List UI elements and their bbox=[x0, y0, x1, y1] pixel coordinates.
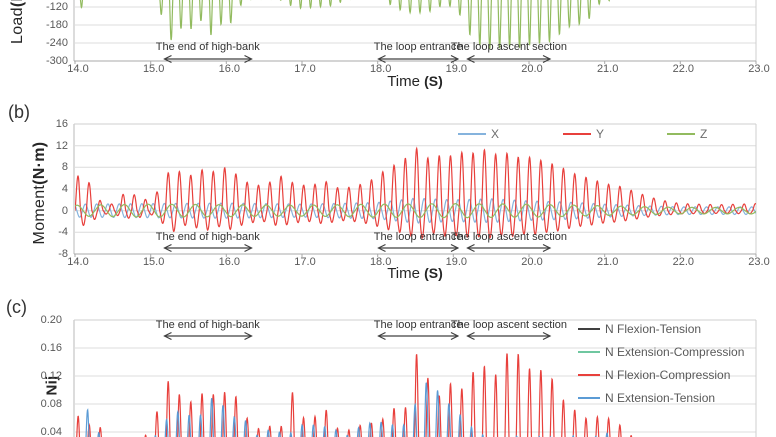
panel-a-x-tick-label: 22.0 bbox=[672, 63, 695, 75]
panel-b-x-tick-label: 14.0 bbox=[67, 256, 89, 268]
legend-label: Z bbox=[700, 127, 708, 141]
panel-b-x-tick-label: 23.0 bbox=[748, 256, 770, 268]
panel-c-y-tick-label: 0.04 bbox=[40, 426, 62, 437]
annotation-range-arrow bbox=[377, 54, 460, 64]
panel-b-x-axis-title: Time (S) bbox=[367, 265, 463, 282]
panel-c-y-tick-label: 0.12 bbox=[40, 370, 62, 382]
legend-label: N Extension-Tension bbox=[605, 391, 716, 405]
legend-label: N Extension-Compression bbox=[605, 345, 745, 359]
annotation-label: The loop ascent section bbox=[450, 231, 568, 243]
panel-a-x-tick-label: 18.0 bbox=[369, 63, 392, 75]
panel-a-y-tick-label: -120 bbox=[45, 1, 68, 13]
legend-swatch bbox=[578, 351, 600, 353]
legend-item-z: Z bbox=[667, 127, 707, 141]
panel-a-x-tick-label: 21.0 bbox=[596, 63, 619, 75]
annotation-range-arrow bbox=[466, 54, 552, 64]
panel-b-x-tick-label: 17.0 bbox=[294, 256, 316, 268]
legend-swatch bbox=[578, 374, 600, 376]
annotation-label: The loop entrance bbox=[373, 319, 463, 331]
legend-label: N Flexion-Tension bbox=[605, 322, 702, 336]
x-axis-title-text: Time bbox=[387, 265, 420, 282]
annotation-range-arrow bbox=[162, 243, 253, 253]
legend-swatch bbox=[578, 328, 600, 330]
panel-b-x-tick-label: 21.0 bbox=[596, 256, 619, 268]
annotation-range-arrow bbox=[162, 331, 253, 341]
panel-b-x-tick-label: 18.0 bbox=[369, 256, 392, 268]
legend-swatch bbox=[563, 133, 591, 135]
panel-b-x-tick-label: 15.0 bbox=[142, 256, 165, 268]
series-y-line bbox=[75, 146, 756, 240]
panel-a-x-tick-label: 16.0 bbox=[218, 63, 241, 75]
panel-b-y-tick-label: 0 bbox=[61, 204, 68, 217]
panel-b-x-tick-label: 20.0 bbox=[521, 256, 543, 268]
series-n-extension-tension-line bbox=[85, 382, 609, 437]
legend-item-x: X bbox=[458, 127, 499, 141]
panel-c-y-tick-label: 0.20 bbox=[40, 314, 62, 326]
panel-b-y-tick-label: 12 bbox=[55, 139, 68, 152]
panel-b-y-tick-label: 8 bbox=[61, 161, 68, 174]
legend-swatch bbox=[667, 133, 695, 135]
annotation-label: The end of high-bank bbox=[155, 231, 260, 243]
legend-item-n-extension-compression: N Extension-Compression bbox=[578, 345, 744, 359]
panel-b-y-tick-label: -8 bbox=[58, 248, 68, 260]
legend-item-n-extension-tension: N Extension-Tension bbox=[578, 391, 715, 405]
panel-a-y-tick-label: -180 bbox=[45, 19, 68, 31]
legend-item-y: Y bbox=[563, 127, 604, 141]
annotation-label: The loop entrance bbox=[373, 231, 463, 243]
annotation-range-arrow bbox=[377, 243, 460, 253]
annotation-label: The end of high-bank bbox=[155, 319, 260, 331]
panel-b-y-tick-label: -4 bbox=[58, 226, 68, 239]
panel-c-y-tick-label: 0.16 bbox=[40, 342, 62, 354]
annotation-label: The loop ascent section bbox=[450, 319, 568, 331]
panel-a-y-tick-label: -300 bbox=[45, 55, 68, 67]
annotation-range-arrow bbox=[377, 331, 460, 341]
panel-c-y-tick-label: 0.08 bbox=[40, 398, 62, 410]
annotation-label: The loop entrance bbox=[373, 41, 463, 53]
annotation-range-arrow bbox=[162, 54, 253, 64]
legend-item-n-flexion-tension: N Flexion-Tension bbox=[578, 322, 701, 336]
series-n-flexion-compression-line bbox=[76, 353, 633, 437]
panel-b-x-tick-label: 19.0 bbox=[445, 256, 468, 268]
panel-a-y-tick-label: -240 bbox=[45, 37, 68, 49]
panel-a-x-tick-label: 15.0 bbox=[142, 63, 165, 75]
panel-b-x-tick-label: 16.0 bbox=[218, 256, 241, 268]
panel-b-plot bbox=[73, 123, 757, 257]
panel-b-x-tick-label: 22.0 bbox=[672, 256, 695, 268]
legend-item-n-flexion-compression: N Flexion-Compression bbox=[578, 368, 730, 382]
x-axis-title-unit: (S) bbox=[424, 73, 443, 89]
annotation-range-arrow bbox=[466, 243, 552, 253]
x-axis-title-text: Time bbox=[387, 73, 420, 90]
legend-label: X bbox=[491, 127, 500, 141]
panel-b-y-tick-label: 16 bbox=[55, 118, 68, 130]
panel-a-plot bbox=[73, 0, 757, 64]
series-z-line bbox=[75, 202, 756, 219]
panel-b-y-tick-label: 4 bbox=[61, 183, 68, 195]
panel-a-x-tick-label: 19.0 bbox=[445, 63, 468, 75]
panel-b-label: (b) bbox=[8, 102, 30, 122]
panel-c-plot bbox=[73, 319, 757, 437]
annotation-label: The loop ascent section bbox=[450, 41, 568, 53]
x-axis-title-unit: (S) bbox=[424, 265, 443, 281]
panel-c-label: (c) bbox=[6, 297, 27, 317]
legend-label: N Flexion-Compression bbox=[605, 368, 731, 382]
legend-swatch bbox=[578, 397, 600, 399]
annotation-range-arrow bbox=[466, 331, 552, 341]
annotation-label: The end of high-bank bbox=[155, 41, 260, 53]
legend-swatch bbox=[458, 133, 486, 135]
panel-a-x-axis-title: Time (S) bbox=[367, 73, 463, 90]
legend-label: Y bbox=[596, 127, 605, 141]
panel-a-x-tick-label: 23.0 bbox=[748, 63, 770, 75]
panel-a-x-tick-label: 14.0 bbox=[67, 63, 89, 75]
panel-a-x-tick-label: 17.0 bbox=[294, 63, 316, 75]
panel-a-x-tick-label: 20.0 bbox=[521, 63, 543, 75]
